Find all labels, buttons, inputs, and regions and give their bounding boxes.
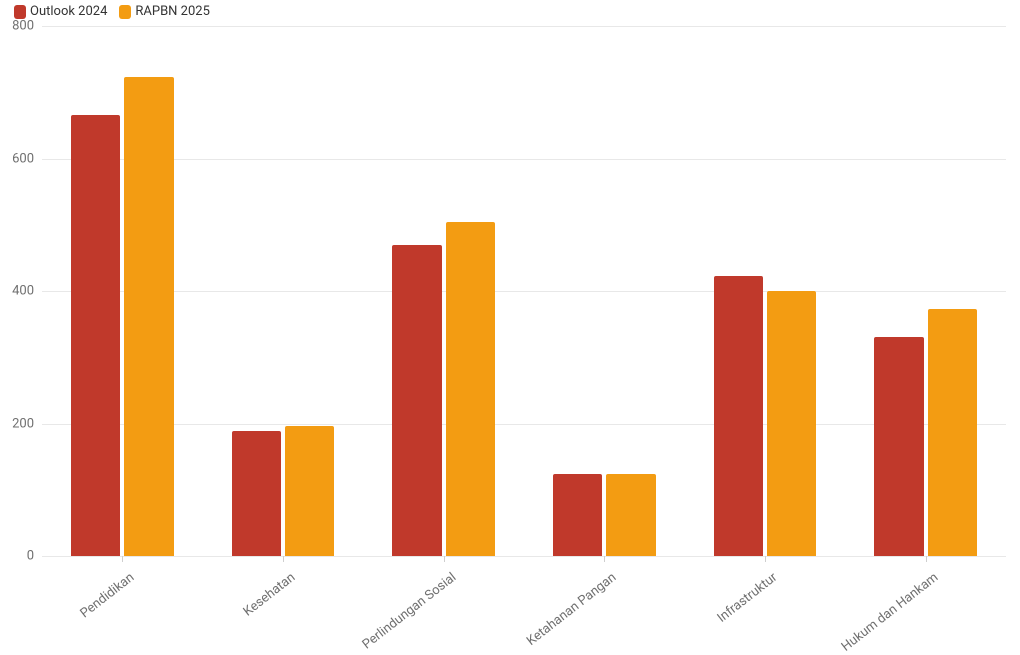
- bar[interactable]: [392, 245, 441, 556]
- bar[interactable]: [285, 426, 334, 557]
- legend-label: Outlook 2024: [30, 4, 107, 19]
- y-tick-label: 0: [27, 549, 42, 564]
- x-tick: [604, 556, 605, 562]
- bar[interactable]: [874, 337, 923, 556]
- x-tick: [765, 556, 766, 562]
- bar[interactable]: [232, 431, 281, 556]
- bar[interactable]: [553, 474, 602, 556]
- y-tick-label: 800: [12, 19, 42, 34]
- x-tick: [122, 556, 123, 562]
- x-axis-label: Hukum dan Hankam: [838, 570, 940, 655]
- y-tick-label: 400: [12, 284, 42, 299]
- x-axis-label: Perlindungan Sosial: [359, 570, 459, 652]
- x-axis-label: Infrastruktur: [715, 570, 781, 626]
- y-tick-label: 600: [12, 151, 42, 166]
- bar[interactable]: [446, 222, 495, 556]
- gridline: [42, 159, 1006, 160]
- legend-item: Outlook 2024: [14, 4, 107, 19]
- bar[interactable]: [714, 276, 763, 556]
- legend-swatch: [14, 5, 26, 19]
- x-axis-label: Kesehatan: [241, 570, 298, 620]
- bar[interactable]: [124, 77, 173, 556]
- x-axis-label: Ketahanan Pangan: [524, 570, 619, 649]
- bar[interactable]: [767, 291, 816, 556]
- legend: Outlook 2024 RAPBN 2025: [14, 4, 210, 19]
- x-tick: [444, 556, 445, 562]
- bar[interactable]: [606, 474, 655, 556]
- x-tick: [283, 556, 284, 562]
- legend-swatch: [119, 5, 131, 19]
- x-axis: PendidikanKesehatanPerlindungan SosialKe…: [42, 556, 1006, 646]
- legend-label: RAPBN 2025: [135, 4, 210, 19]
- gridline: [42, 291, 1006, 292]
- gridline: [42, 26, 1006, 27]
- gridline: [42, 424, 1006, 425]
- legend-item: RAPBN 2025: [119, 4, 210, 19]
- bar[interactable]: [928, 309, 977, 556]
- chart-plot-area: 0200400600800: [42, 26, 1006, 556]
- y-tick-label: 200: [12, 416, 42, 431]
- x-tick: [926, 556, 927, 562]
- bar[interactable]: [71, 115, 120, 556]
- x-axis-label: Pendidikan: [78, 570, 138, 621]
